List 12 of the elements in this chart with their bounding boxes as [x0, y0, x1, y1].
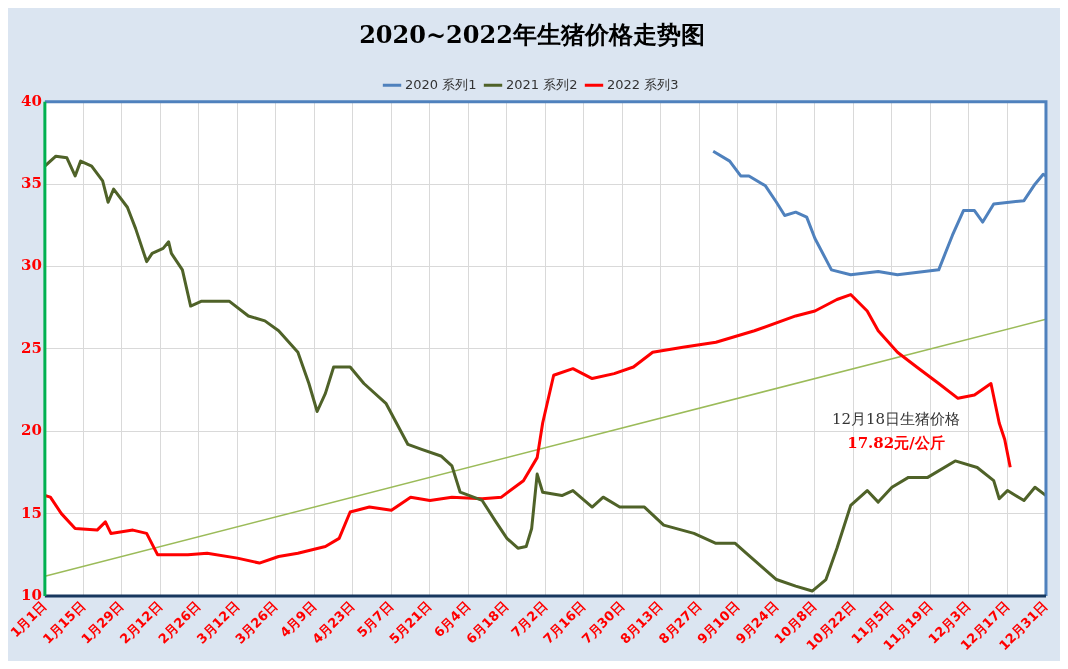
y-tick-label: 15	[21, 503, 42, 522]
y-tick-label: 35	[21, 174, 42, 193]
annotation: 12月18日生猪价格	[831, 409, 961, 428]
y-tick-label: 40	[21, 91, 42, 110]
legend-label: 2021 系列2	[506, 76, 578, 92]
legend-label: 2020 系列1	[405, 76, 477, 92]
y-tick-label: 25	[21, 338, 42, 357]
annotation: 17.82元/公斤	[847, 433, 945, 452]
y-tick-label: 30	[21, 256, 42, 275]
legend-label: 2022 系列3	[606, 76, 679, 92]
y-tick-label: 20	[21, 421, 42, 440]
chart-title: 2020~2022年生猪价格走势图	[359, 19, 705, 49]
